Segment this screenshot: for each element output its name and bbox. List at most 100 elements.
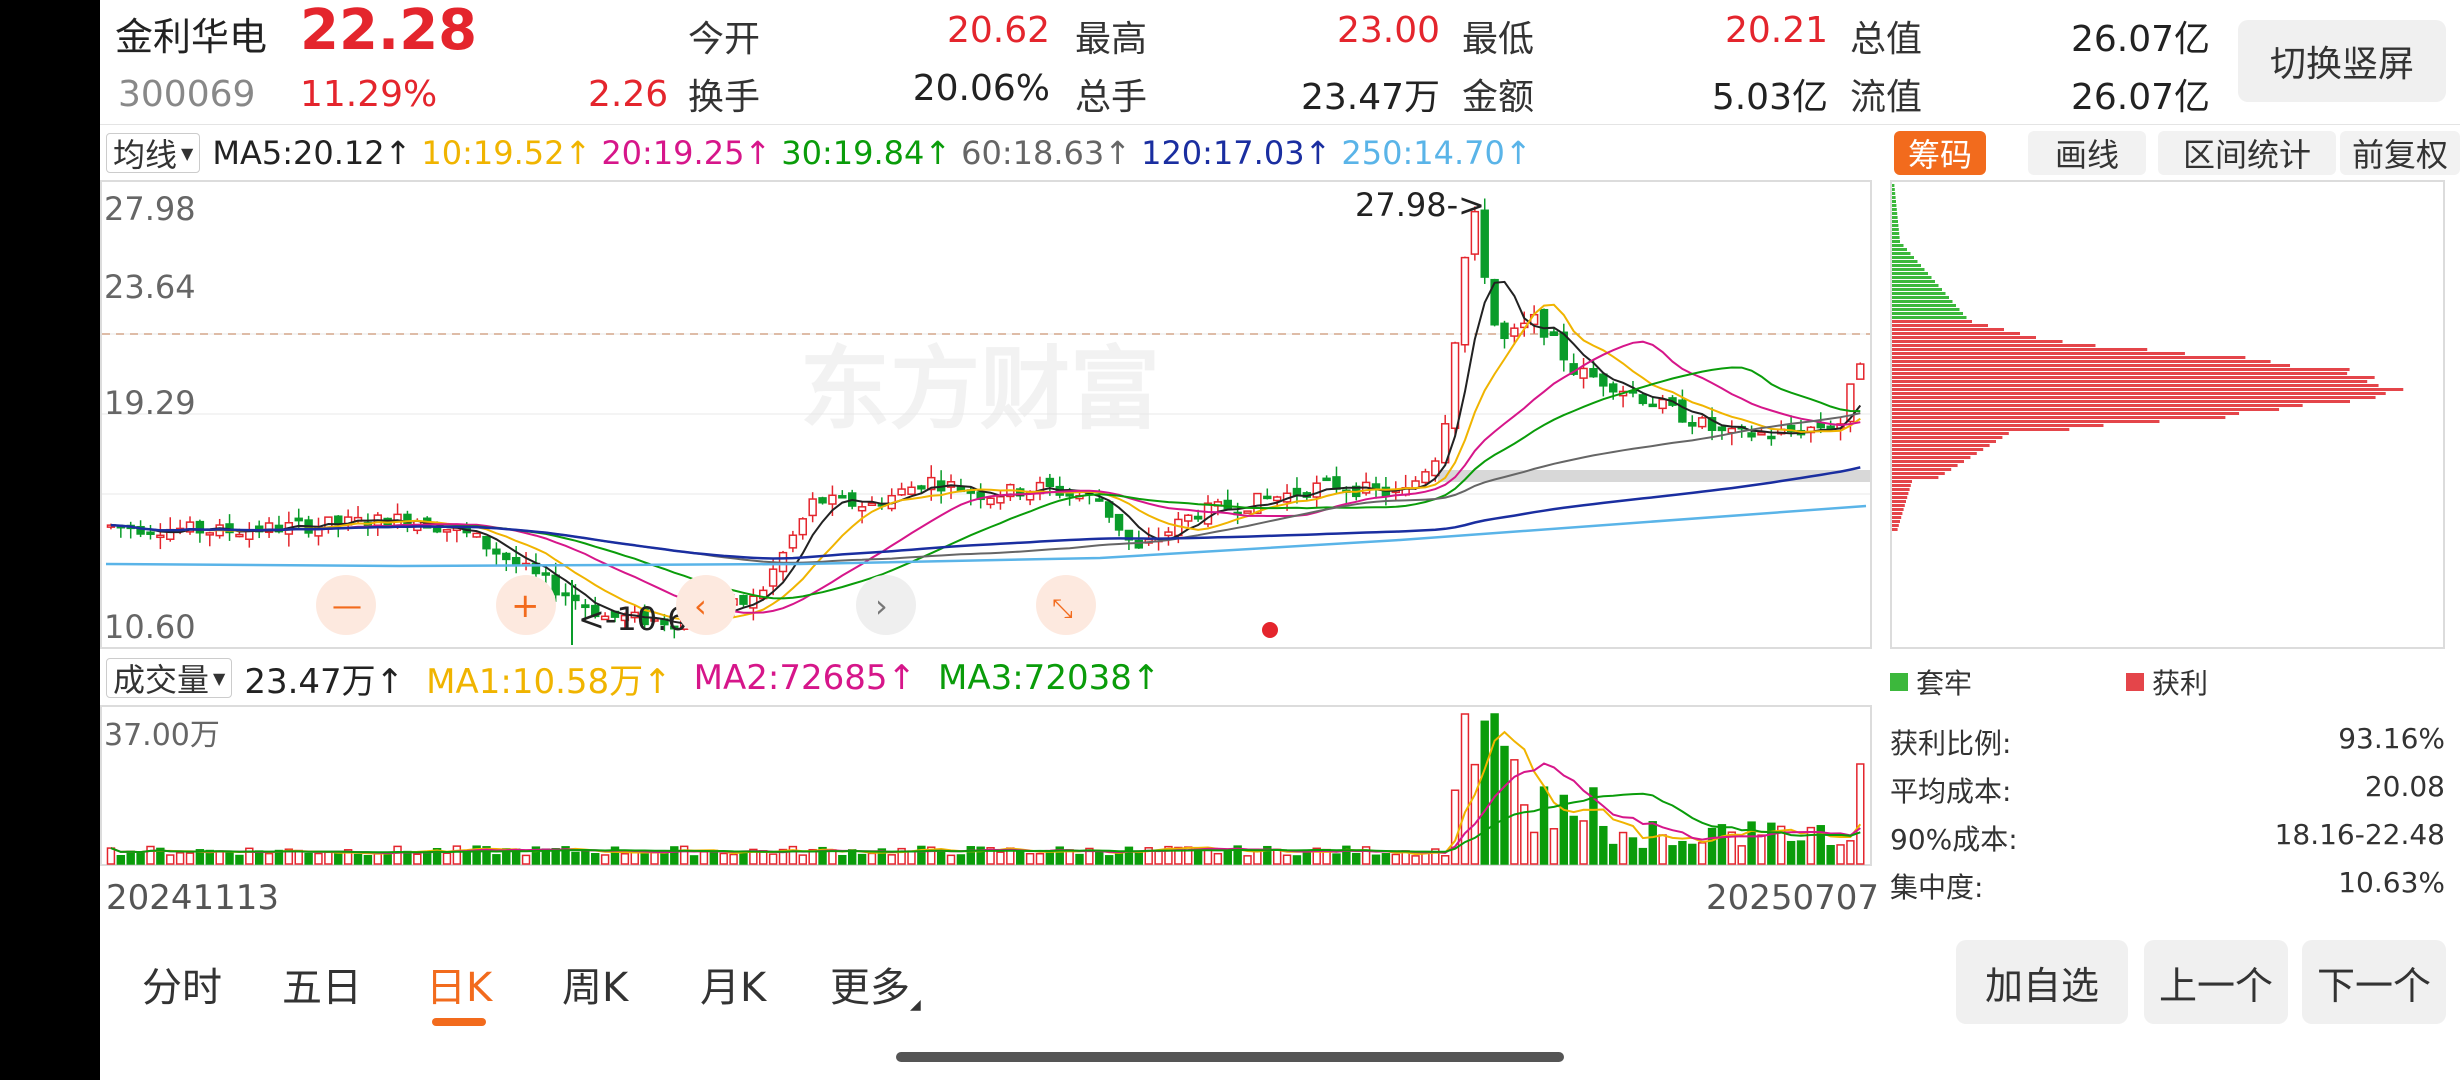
volume-bar — [472, 845, 481, 865]
volume-bar — [1450, 789, 1460, 865]
volume-bar — [956, 854, 966, 865]
kline-chart[interactable]: 东方财富 27.98 23.64 19.29 10.60 27.98-> <-1… — [100, 180, 1872, 650]
volume-bar — [1757, 834, 1766, 865]
candle-body — [1500, 322, 1509, 340]
volume-bar — [1213, 852, 1223, 865]
chip-bar — [1892, 272, 1928, 275]
volume-bar — [175, 852, 185, 865]
tab-draw-line[interactable]: 画线 — [2028, 131, 2146, 175]
volume-bar — [1727, 831, 1737, 865]
volume-bar — [1144, 847, 1153, 865]
candle-body — [1697, 417, 1707, 428]
volume-bar — [551, 848, 560, 865]
volume-bar — [1253, 850, 1262, 865]
chip-bar — [1892, 220, 1898, 223]
candle-body — [442, 529, 452, 533]
tab-intraday[interactable]: 分时 — [142, 965, 222, 1011]
legend-trapped: 套牢 — [1890, 662, 1972, 702]
field-value-high: 23.00 — [1336, 10, 1440, 51]
ma-item-60: 60:18.63↑ — [961, 134, 1132, 172]
chip-tabs: 筹码 画线 区间统计 前复权 — [1890, 131, 2460, 175]
collapse-button[interactable] — [1036, 575, 1096, 635]
ma-item-30: 30:19.84↑ — [781, 134, 952, 172]
candle-body — [1678, 399, 1687, 423]
chip-bar — [1892, 436, 2003, 439]
chip-bar — [1892, 468, 1952, 471]
chip-bar — [1892, 364, 2291, 367]
tab-range-stats[interactable]: 区间统计 — [2158, 131, 2336, 175]
volume-bar — [1154, 849, 1163, 865]
volume-bar — [1391, 853, 1400, 865]
volume-bar — [1104, 855, 1114, 865]
chip-bar — [1892, 424, 2104, 427]
chip-bar — [1892, 248, 1907, 251]
candle-body — [798, 518, 807, 536]
chip-bar — [1892, 496, 1908, 499]
chip-bar — [1892, 188, 1895, 191]
zoom-in-button[interactable] — [496, 575, 556, 635]
tab-chips[interactable]: 筹码 — [1894, 131, 1986, 175]
chip-bar — [1892, 456, 1971, 459]
volume-bar — [146, 845, 155, 865]
volume-ma3: MA3:72038↑ — [938, 658, 1161, 698]
stat-value: 10.63% — [2338, 866, 2445, 899]
scroll-right-button[interactable] — [856, 575, 916, 635]
home-indicator[interactable] — [896, 1052, 1564, 1062]
volume-chart[interactable]: 37.00万 — [100, 705, 1872, 867]
chip-bar — [1892, 408, 2280, 411]
caret-down-icon: ▼ — [213, 668, 226, 688]
next-stock-button[interactable]: 下一个 — [2302, 940, 2446, 1024]
candle-body — [146, 531, 155, 535]
tab-more[interactable]: 更多◢ — [830, 955, 921, 1013]
chip-bar — [1892, 332, 2020, 335]
tab-daily-k[interactable]: 日K — [426, 965, 493, 1011]
add-watchlist-button[interactable]: 加自选 — [1956, 940, 2128, 1024]
volume-bar — [778, 848, 788, 865]
volume-bar — [1786, 840, 1796, 865]
tab-monthly-k[interactable]: 月K — [700, 965, 767, 1011]
volume-selector-label: 成交量 — [113, 661, 210, 699]
chip-bar — [1892, 260, 1918, 263]
chip-bar — [1892, 300, 1953, 303]
legend-profit: 获利 — [2126, 662, 2208, 702]
volume-bar — [1431, 848, 1440, 865]
volume-bar — [294, 849, 303, 865]
chip-bar — [1892, 204, 1897, 207]
chip-bar — [1892, 504, 1905, 507]
chip-bar — [1892, 268, 1925, 271]
scroll-left-button[interactable] — [676, 575, 736, 635]
volume-bar — [492, 854, 501, 865]
volume-bar — [1628, 837, 1638, 865]
plus-icon: + — [511, 586, 540, 626]
volume-bar — [581, 850, 590, 865]
corner-caret-icon: ◢ — [910, 997, 921, 1013]
volume-bar — [1609, 843, 1618, 865]
volume-bar — [1075, 853, 1084, 865]
zoom-out-button[interactable] — [316, 575, 376, 635]
chip-bar — [1892, 420, 2160, 423]
ma-item-10: 10:19.52↑ — [421, 134, 592, 172]
chip-bar — [1892, 440, 1996, 443]
candle-body — [907, 486, 916, 495]
end-date: 20250707 — [1706, 878, 1880, 918]
field-value-open: 20.62 — [946, 10, 1050, 51]
tab-five-day[interactable]: 五日 — [282, 965, 362, 1011]
candle-body — [1045, 477, 1055, 488]
volume-bar — [1648, 821, 1657, 865]
event-marker-dot[interactable] — [1262, 622, 1278, 638]
volume-bar — [1016, 850, 1025, 865]
switch-portrait-button[interactable]: 切换竖屏 — [2238, 20, 2446, 102]
volume-bar — [907, 850, 916, 865]
tab-forward-adjust[interactable]: 前复权 — [2340, 131, 2460, 175]
chip-bar — [1892, 244, 1904, 247]
ma-selector[interactable]: 均线 ▼ — [106, 133, 201, 174]
tab-weekly-k[interactable]: 周K — [562, 965, 629, 1011]
candle-body — [1421, 471, 1430, 484]
volume-bar — [284, 848, 294, 865]
previous-stock-button[interactable]: 上一个 — [2144, 940, 2288, 1024]
volume-selector[interactable]: 成交量 ▼ — [106, 658, 233, 699]
volume-bar — [818, 846, 827, 865]
stat-concentration: 集中度: 10.63% — [1890, 858, 2445, 906]
chevron-left-icon: ‹ — [694, 587, 707, 625]
volume-bar — [1539, 786, 1549, 865]
